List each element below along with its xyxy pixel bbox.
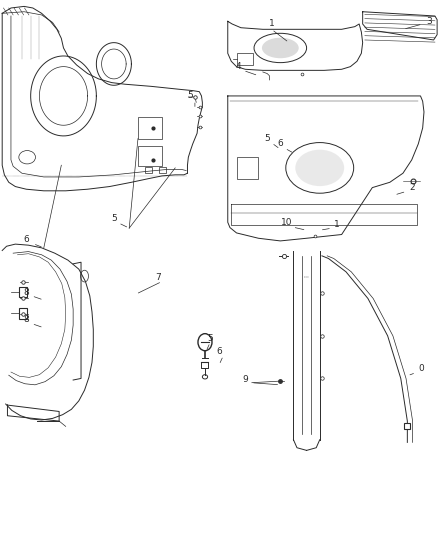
Bar	[138, 117, 162, 139]
Text: 5: 5	[207, 334, 213, 343]
Text: 9: 9	[242, 375, 248, 384]
Ellipse shape	[262, 38, 299, 58]
Text: 3: 3	[426, 17, 432, 26]
Bar	[145, 167, 152, 173]
Text: 0: 0	[418, 365, 424, 373]
Text: 5: 5	[187, 92, 194, 100]
Text: 4: 4	[236, 62, 241, 71]
Bar	[159, 167, 166, 173]
Text: 10: 10	[281, 219, 293, 227]
Text: 5: 5	[111, 214, 117, 223]
Text: 1: 1	[268, 20, 275, 28]
Text: 8: 8	[23, 288, 29, 296]
Text: 6: 6	[23, 236, 29, 244]
Bar	[237, 53, 253, 65]
Text: 6: 6	[277, 140, 283, 148]
Text: 7: 7	[155, 273, 161, 281]
Bar	[138, 146, 162, 166]
Text: 6: 6	[216, 348, 222, 356]
Bar	[237, 157, 258, 179]
Text: 1: 1	[334, 221, 340, 229]
Text: 8: 8	[23, 316, 29, 324]
Ellipse shape	[295, 150, 344, 186]
Text: 2: 2	[409, 183, 414, 192]
Bar	[19, 308, 27, 319]
Bar	[19, 287, 27, 297]
Text: 5: 5	[264, 134, 270, 143]
